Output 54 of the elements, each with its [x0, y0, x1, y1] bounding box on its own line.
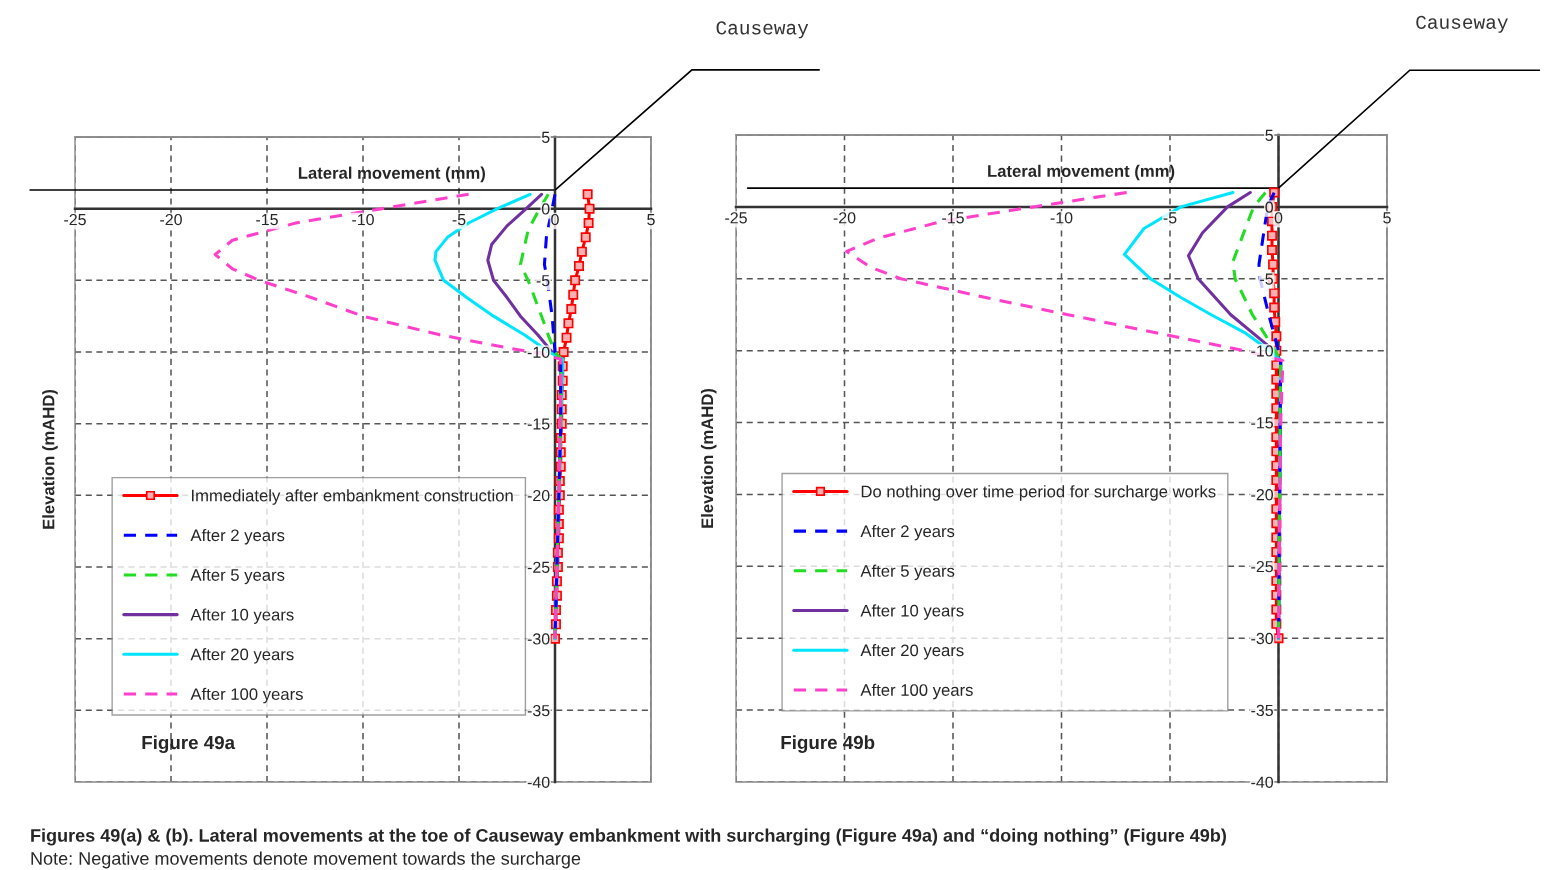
- y-tick-label: -20: [527, 489, 550, 502]
- x-tick-label: 5: [647, 214, 655, 226]
- x-tick-label: -20: [160, 213, 182, 226]
- y-tick-label: -40: [527, 776, 550, 788]
- y-tick-label: -35: [1251, 704, 1273, 717]
- y-tick-label: -30: [527, 633, 550, 645]
- x-axis-title: Lateral movement (mm): [988, 164, 1175, 181]
- y-tick-label: 5: [541, 131, 550, 143]
- legend-label: After 10 years: [860, 604, 964, 620]
- text: Note: Negative movements denote movement towards the surcharge: [31, 851, 581, 869]
- text: Causeway: [716, 21, 809, 39]
- legend-label: After 20 years: [190, 648, 294, 664]
- y-tick-label: -25: [527, 561, 550, 573]
- y-tick-label: -5: [1260, 273, 1273, 285]
- y-tick-label: -35: [527, 704, 550, 717]
- y-tick-label: -20: [1251, 489, 1274, 501]
- legend-label: After 100 years: [860, 683, 973, 700]
- x-tick-label: -25: [64, 213, 86, 226]
- x-tick-label: -15: [256, 214, 278, 226]
- x-tick-label: -10: [1050, 212, 1073, 224]
- y-tick-label: -40: [1251, 776, 1274, 788]
- x-axis-title: Lateral movement (mm): [298, 166, 485, 183]
- x-tick-label: -25: [725, 212, 747, 224]
- y-tick-label: -10: [1251, 345, 1274, 357]
- y-tick-label: -30: [1251, 632, 1274, 645]
- x-tick-label: 5: [1383, 212, 1391, 224]
- legend-label: Immediately after embankment construction: [192, 489, 513, 505]
- y-tick-label: 5: [1265, 129, 1273, 141]
- legend-label: After 10 years: [190, 608, 294, 624]
- legend-label: After 100 years: [190, 687, 303, 704]
- y-tick-label: -5: [536, 275, 550, 287]
- x-tick-label: -20: [833, 212, 856, 224]
- y-tick-label: -15: [527, 418, 550, 430]
- annotation: Figure 49b: [781, 735, 875, 753]
- y-tick-label: -25: [1251, 560, 1273, 573]
- legend-label: After 5 years: [860, 564, 955, 581]
- legend-label: After 2 years: [860, 524, 955, 541]
- x-tick-label: -5: [452, 214, 466, 226]
- text: Causeway: [1416, 15, 1508, 33]
- y-axis-title: Elevation (mAHD): [42, 389, 58, 529]
- y-tick-label: 0: [541, 203, 550, 215]
- text: Figures 49(a) & (b). Lateral movements at the toe of Causeway embankment with surcharging (Figure 49a) and “doing nothing” (Figure 49b): [31, 828, 1226, 846]
- x-tick-label: -15: [942, 212, 964, 224]
- x-tick-label: 0: [1274, 212, 1283, 224]
- legend-label: After 2 years: [190, 528, 285, 545]
- legend-label: After 5 years: [190, 568, 285, 585]
- y-axis-title: Elevation (mAHD): [700, 388, 717, 528]
- legend-label: Do nothing over time period for surcharge works: [861, 485, 1216, 501]
- x-tick-label: -5: [1163, 212, 1177, 224]
- legend-label: After 20 years: [860, 644, 964, 660]
- annotation: Figure 49a: [142, 735, 236, 753]
- x-tick-label: -10: [352, 213, 374, 226]
- x-tick-label: 0: [551, 213, 559, 226]
- y-tick-label: -15: [1251, 417, 1273, 429]
